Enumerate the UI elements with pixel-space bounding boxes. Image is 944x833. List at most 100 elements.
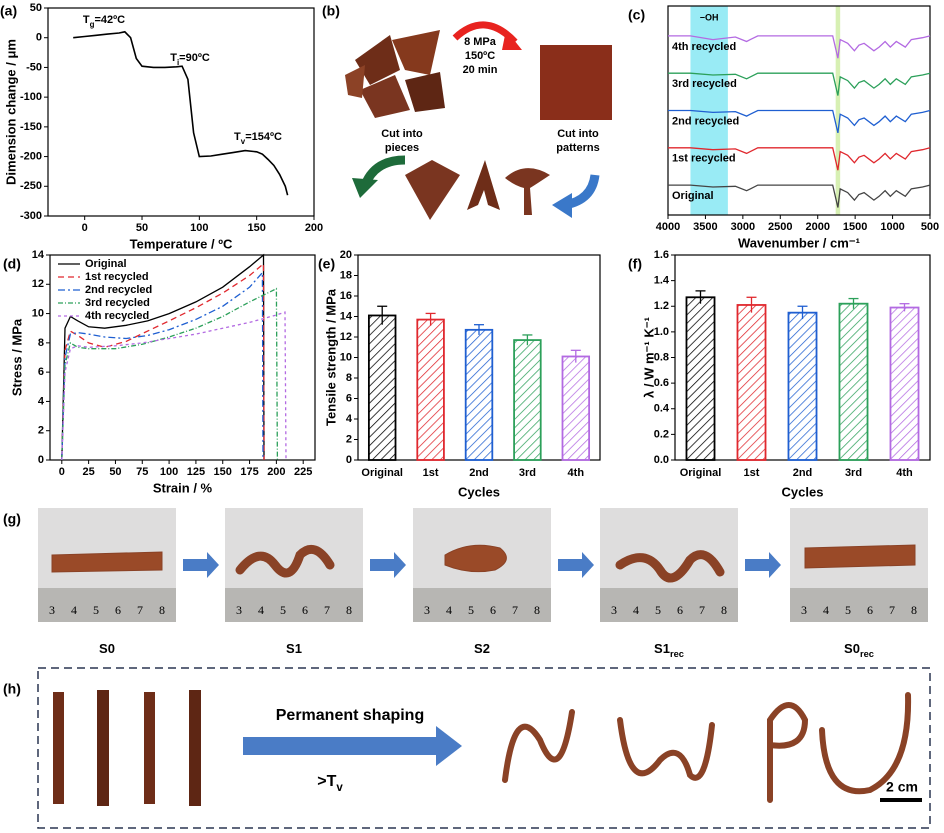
x-tick-label: 4000 — [656, 221, 680, 233]
condition: 150ºC — [465, 50, 495, 62]
error-bar — [425, 312, 436, 326]
bar — [685, 296, 716, 461]
text-part: >T — [317, 773, 336, 790]
ruler-number: 8 — [911, 603, 917, 617]
x-tick-label: 2nd — [793, 467, 813, 479]
condition: 8 MPa — [464, 36, 497, 48]
line — [668, 35, 931, 59]
panel-label: (h) — [3, 681, 21, 697]
x-tick-label: 100 — [190, 222, 208, 234]
error-bar — [797, 305, 808, 320]
band-label: −OH — [700, 12, 719, 22]
panel-label: (f) — [628, 256, 642, 272]
x-tick-label: Original — [361, 467, 403, 479]
y-tick-label: 1.0 — [654, 326, 669, 338]
arrow-head — [394, 552, 406, 578]
arrow — [243, 737, 438, 755]
line — [668, 72, 931, 96]
sample — [235, 544, 335, 578]
ruler — [413, 588, 551, 622]
ruler-number: 7 — [137, 603, 143, 617]
y-tick-label: 2 — [346, 433, 352, 445]
step-label: Cut into — [381, 128, 423, 140]
series-label: 4th recycled — [672, 41, 736, 53]
ruler — [225, 588, 363, 622]
error-bar — [522, 334, 533, 346]
panel-label: (a) — [0, 3, 17, 19]
chart: −OH 4000 3500 3000 2500 2000 1500 1000 500 Wavenu… — [656, 5, 939, 250]
shaping-label: Permanent shaping — [276, 707, 424, 724]
x-tick-label: 0 — [59, 466, 65, 478]
ruler-number: 3 — [49, 603, 55, 617]
piece — [345, 65, 365, 98]
error-bar — [377, 305, 388, 325]
piece — [392, 30, 440, 75]
bar — [561, 355, 591, 461]
arrow — [745, 559, 769, 571]
y-tick-label: 1.6 — [654, 249, 669, 261]
x-tick-label: 175 — [240, 466, 258, 478]
y-tick-label: 0.0 — [654, 454, 669, 466]
ruler-number: 5 — [468, 603, 474, 617]
x-tick-label: 4th — [896, 467, 913, 479]
ruler-number: 6 — [115, 603, 121, 617]
x-tick-label: 500 — [921, 221, 939, 233]
rich-text: Ti=90ºC — [170, 52, 210, 67]
bar — [416, 318, 445, 461]
y-tick-label: 2 — [38, 425, 44, 437]
rich-text: S0rec — [844, 641, 874, 659]
ruler-number: 3 — [801, 603, 807, 617]
x-axis-label: Cycles — [782, 484, 824, 499]
strip — [144, 692, 155, 804]
y-axis-label: Stress / MPa — [9, 318, 24, 396]
rich-text: S0 — [99, 641, 115, 656]
y-tick-label: 0 — [38, 454, 44, 466]
y-tick-label: 1.4 — [654, 275, 670, 287]
x-tick-label: 4th — [568, 467, 585, 479]
legend-label: 2nd recycled — [85, 284, 152, 296]
text-part: T — [170, 52, 177, 64]
arrow — [183, 559, 207, 571]
ruler-number: 8 — [534, 603, 540, 617]
strip — [53, 692, 64, 804]
condition: 20 min — [463, 64, 498, 76]
chart: 0 50 100 150 200 -300 -250 -200 -150 -100 -50 0 50 Te… — [3, 2, 323, 252]
sample — [51, 551, 163, 573]
x-tick-label: 2000 — [805, 221, 829, 233]
x-tick-label: 3rd — [519, 467, 536, 479]
shape-p — [767, 702, 809, 803]
y-tick-label: -300 — [20, 210, 42, 222]
y-tick-label: 18 — [340, 269, 352, 281]
y-tick-label: 8 — [38, 337, 44, 349]
text-part: =154ºC — [245, 131, 282, 143]
highlight-band — [835, 6, 841, 215]
subscript: v — [336, 782, 343, 794]
rich-text: S1 — [286, 641, 302, 656]
ruler-number: 6 — [867, 603, 873, 617]
x-tick-label: 1st — [423, 467, 439, 479]
ruler-number: 6 — [302, 603, 308, 617]
ruler-number: 5 — [655, 603, 661, 617]
line — [61, 287, 279, 461]
x-tick-label: 1000 — [880, 221, 904, 233]
chart: 0 25 50 75 100 125 150 175 200 225 0 2 4 6 8 10 12 14 Stra… — [9, 249, 316, 495]
error-bar — [848, 297, 859, 309]
pattern-a — [467, 160, 500, 210]
error-bar — [746, 296, 757, 313]
plot-frame — [47, 7, 315, 217]
bar — [889, 306, 920, 461]
ruler — [600, 588, 738, 622]
subscript: v — [241, 137, 246, 146]
y-tick-label: 0 — [346, 454, 352, 466]
y-tick-label: 6 — [38, 366, 44, 378]
strips — [53, 690, 201, 806]
shape-w — [617, 717, 715, 781]
y-tick-label: 4 — [38, 395, 45, 407]
y-tick-label: -150 — [20, 121, 42, 133]
ruler-number: 8 — [159, 603, 165, 617]
text-part: =42ºC — [94, 14, 125, 26]
x-tick-label: 25 — [82, 466, 94, 478]
arrow-head — [352, 178, 378, 198]
x-tick-label: 150 — [214, 466, 232, 478]
